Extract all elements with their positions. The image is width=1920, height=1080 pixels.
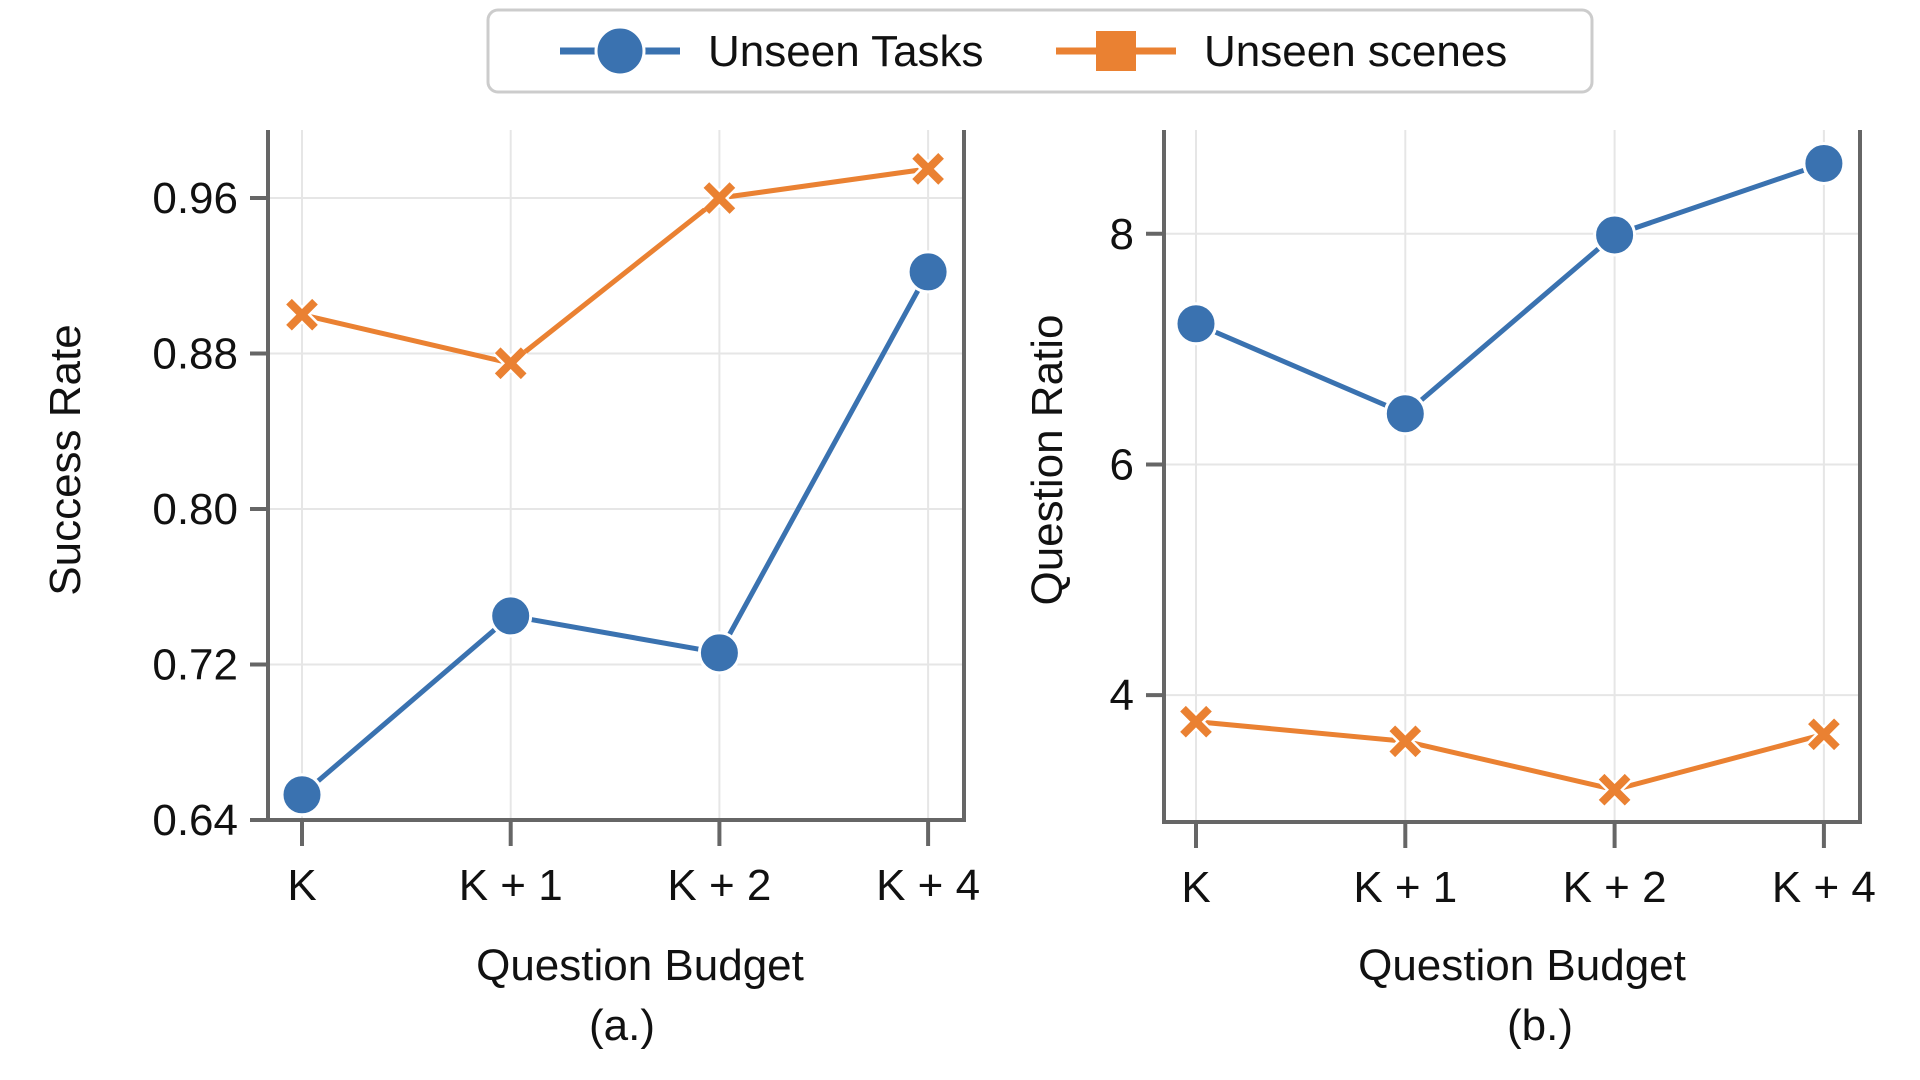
legend-entry-unseen-tasks: Unseen Tasks bbox=[560, 25, 984, 77]
panel-a-series-line-unseen-scenes bbox=[301, 166, 929, 366]
panel-a-ytick-label: 0.96 bbox=[152, 174, 238, 223]
panel-a-point-unseen-scenes bbox=[493, 345, 529, 381]
panel-a-ylabel: Success Rate bbox=[41, 324, 90, 595]
panel-b-ylabel: Question Ratio bbox=[1023, 314, 1072, 605]
panel-a-point-unseen-tasks bbox=[489, 594, 533, 638]
panel-b-point-unseen-tasks bbox=[1802, 141, 1846, 185]
panel-b-point-unseen-tasks bbox=[1593, 213, 1637, 257]
panel-a-xtick-label: K + 2 bbox=[667, 861, 771, 910]
panel-b-point-unseen-tasks bbox=[1174, 302, 1218, 346]
panel-b-xtick-label: K + 4 bbox=[1772, 863, 1876, 912]
panel-a-point-unseen-tasks bbox=[697, 631, 741, 675]
panel-a-ytick-label: 0.64 bbox=[152, 796, 238, 845]
chart-panel-b: 4 6 8 K K + 1 K + 2 K + 4 bbox=[1110, 130, 1876, 912]
panel-b-point-unseen-scenes bbox=[1806, 716, 1842, 752]
panel-a-point-unseen-tasks bbox=[906, 250, 950, 294]
panel-a-xlabel: Question Budget bbox=[476, 941, 804, 990]
panel-b-series-line-unseen-scenes bbox=[1195, 719, 1825, 793]
panel-a-xtick-label: K + 1 bbox=[459, 861, 563, 910]
panel-b-axes-frame bbox=[1162, 130, 1862, 824]
panel-a-ytick-label: 0.72 bbox=[152, 641, 238, 690]
panel-a-caption: (a.) bbox=[589, 1001, 655, 1050]
panel-b-caption: (b.) bbox=[1507, 1001, 1573, 1050]
legend: Unseen Tasks Unseen scenes bbox=[486, 8, 1594, 94]
panel-b-ytick-label: 4 bbox=[1110, 671, 1134, 720]
panel-b-point-unseen-scenes bbox=[1597, 772, 1633, 808]
panel-a-xtick-label: K + 4 bbox=[876, 861, 980, 910]
panel-b-xtick-label: K + 1 bbox=[1353, 863, 1457, 912]
panel-b-xtick-label: K bbox=[1181, 863, 1210, 912]
legend-marker-unseen-scenes bbox=[1096, 31, 1136, 71]
panel-a-ytick-label: 0.80 bbox=[152, 485, 238, 534]
legend-marker-unseen-tasks bbox=[594, 25, 646, 77]
panel-a-point-unseen-scenes bbox=[910, 151, 946, 187]
panel-a-point-unseen-scenes bbox=[284, 297, 320, 333]
panel-a-point-unseen-tasks bbox=[280, 773, 324, 817]
legend-label-unseen-tasks: Unseen Tasks bbox=[708, 27, 984, 76]
panel-b-series-line-unseen-tasks bbox=[1195, 161, 1825, 417]
panel-a-ytick-label: 0.88 bbox=[152, 330, 238, 379]
panel-a-axes-frame bbox=[266, 130, 966, 822]
panel-a-xtick-label: K bbox=[287, 861, 316, 910]
panel-b-point-unseen-scenes bbox=[1387, 723, 1423, 759]
chart-panel-a: 0.64 0.72 0.80 0.88 0.96 K K + 1 K + 2 K + 4 bbox=[152, 130, 980, 910]
panel-b-point-unseen-tasks bbox=[1383, 392, 1427, 436]
legend-label-unseen-scenes: Unseen scenes bbox=[1204, 27, 1507, 76]
panel-a-point-unseen-scenes bbox=[701, 180, 737, 216]
panel-a-series-line-unseen-tasks bbox=[300, 270, 931, 797]
panel-b-ytick-label: 6 bbox=[1110, 440, 1134, 489]
legend-entry-unseen-scenes: Unseen scenes bbox=[1056, 27, 1507, 76]
panel-b-xtick-label: K + 2 bbox=[1563, 863, 1667, 912]
panel-b-ytick-label: 8 bbox=[1110, 210, 1134, 259]
legend-frame bbox=[486, 8, 1594, 94]
panel-b-point-unseen-scenes bbox=[1178, 704, 1214, 740]
panel-b-xlabel: Question Budget bbox=[1358, 941, 1686, 990]
